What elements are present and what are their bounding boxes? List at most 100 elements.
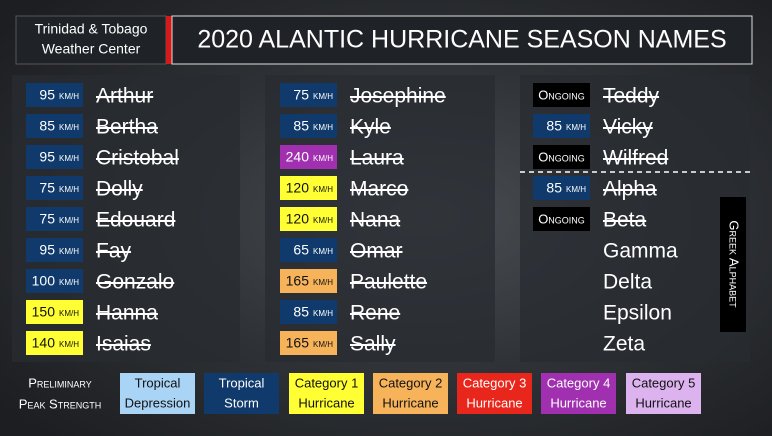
- badge: [533, 207, 590, 231]
- status: Ongoing: [538, 149, 585, 164]
- badge: [280, 331, 337, 355]
- legend-swatch: [289, 373, 364, 414]
- unit: KM/H: [59, 154, 79, 163]
- badge: [26, 145, 83, 169]
- badge: [26, 238, 83, 262]
- storm-name: Gamma: [603, 240, 678, 263]
- unit: KM/H: [313, 278, 333, 287]
- unit: KM/H: [313, 92, 333, 101]
- legend-label: Category 3: [463, 375, 527, 390]
- unit: KM/H: [313, 309, 333, 318]
- storm-name: Zeta: [603, 333, 645, 356]
- legend-label: Category 2: [379, 375, 443, 390]
- speed: 85: [546, 180, 562, 196]
- title-box: [171, 15, 753, 65]
- speed: 140: [32, 335, 56, 351]
- speed: 75: [293, 87, 309, 103]
- legend-label: Hurricane: [550, 395, 606, 410]
- legend-label: Hurricane: [298, 395, 354, 410]
- badge: [533, 145, 590, 169]
- speed: 65: [293, 242, 309, 258]
- speed: 165: [286, 335, 310, 351]
- speed: 120: [286, 180, 310, 196]
- legend-label: Tropical: [135, 375, 181, 390]
- speed: 120: [286, 211, 310, 227]
- unit: KM/H: [313, 154, 333, 163]
- side-label-box: [720, 197, 746, 332]
- org-box: [15, 15, 167, 65]
- badge: [280, 145, 337, 169]
- speed: 95: [39, 87, 55, 103]
- legend-swatch: [541, 373, 616, 414]
- unit: KM/H: [566, 185, 586, 194]
- unit: KM/H: [566, 123, 586, 132]
- speed: 95: [39, 149, 55, 165]
- status: Ongoing: [538, 211, 585, 226]
- speed: 165: [286, 273, 310, 289]
- legend-swatch: [120, 373, 195, 414]
- badge: [280, 114, 337, 138]
- legend-label: Hurricane: [382, 395, 438, 410]
- speed: 150: [32, 304, 56, 320]
- legend-label: Tropical: [219, 375, 265, 390]
- badge: [533, 176, 590, 200]
- speed: 85: [293, 118, 309, 134]
- badge: [280, 269, 337, 293]
- unit: KM/H: [59, 247, 79, 256]
- title: 2020 ALANTIC HURRICANE SEASON NAMES: [197, 26, 726, 54]
- speed: 85: [546, 118, 562, 134]
- legend-label: Hurricane: [466, 395, 522, 410]
- badge: [280, 238, 337, 262]
- legend-swatch: [204, 373, 279, 414]
- org-line: Weather Center: [42, 41, 141, 57]
- legend-label: Hurricane: [635, 395, 691, 410]
- badge: [26, 114, 83, 138]
- speed: 75: [39, 180, 55, 196]
- storm-name: Epsilon: [603, 302, 672, 325]
- unit: KM/H: [313, 216, 333, 225]
- legend-title: Preliminary: [28, 375, 92, 390]
- legend-label: Category 4: [547, 375, 611, 390]
- speed: 95: [39, 242, 55, 258]
- speed: 240: [286, 149, 310, 165]
- legend-label: Storm: [224, 395, 259, 410]
- accent-bar: [166, 16, 172, 64]
- unit: KM/H: [59, 309, 79, 318]
- status: Ongoing: [538, 87, 585, 102]
- unit: KM/H: [59, 278, 79, 287]
- speed: 100: [32, 273, 56, 289]
- unit: KM/H: [59, 92, 79, 101]
- badge: [26, 269, 83, 293]
- unit: KM/H: [313, 340, 333, 349]
- unit: KM/H: [59, 123, 79, 132]
- badge: [280, 207, 337, 231]
- unit: KM/H: [313, 123, 333, 132]
- speed: 75: [39, 211, 55, 227]
- badge: [533, 114, 590, 138]
- badge: [26, 331, 83, 355]
- badge: [280, 176, 337, 200]
- badge: [26, 176, 83, 200]
- org-line: Trinidad & Tobago: [35, 21, 148, 37]
- legend-swatch: [373, 373, 448, 414]
- legend-label: Category 5: [632, 375, 696, 390]
- unit: KM/H: [59, 340, 79, 349]
- speed: 85: [293, 304, 309, 320]
- legend-label: Depression: [125, 395, 191, 410]
- unit: KM/H: [59, 185, 79, 194]
- legend-title: Peak Strength: [19, 396, 101, 411]
- badge: [26, 207, 83, 231]
- legend-swatch: [457, 373, 532, 414]
- badge: [533, 83, 590, 107]
- badge: [280, 300, 337, 324]
- speed: 85: [39, 118, 55, 134]
- badge: [26, 83, 83, 107]
- storm-name: Delta: [603, 271, 652, 294]
- unit: KM/H: [313, 247, 333, 256]
- legend-label: Category 1: [295, 375, 359, 390]
- unit: KM/H: [59, 216, 79, 225]
- unit: KM/H: [313, 185, 333, 194]
- side-label: Greek Alphabet: [727, 220, 742, 308]
